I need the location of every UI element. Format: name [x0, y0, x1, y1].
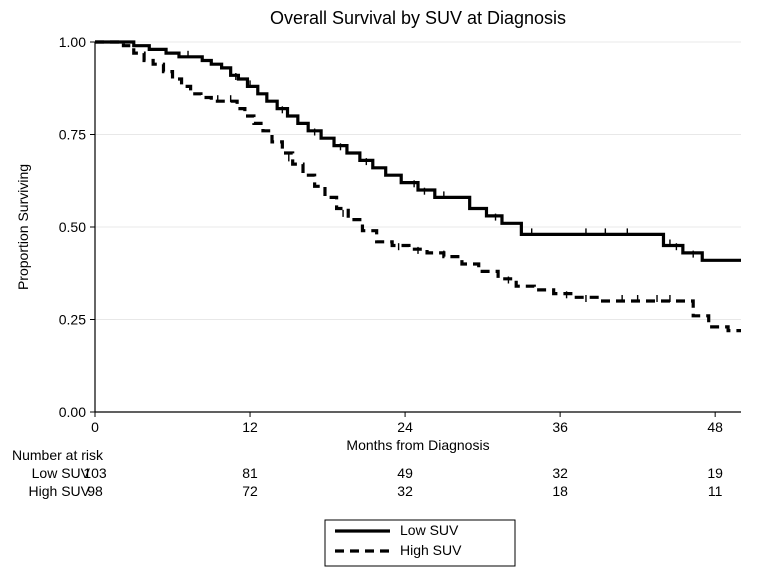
svg-text:Proportion Surviving: Proportion Surviving: [15, 164, 31, 290]
svg-text:Number at risk: Number at risk: [12, 447, 104, 463]
svg-text:High SUV: High SUV: [400, 542, 462, 558]
svg-text:98: 98: [87, 483, 103, 499]
svg-text:19: 19: [707, 465, 723, 481]
svg-text:0.00: 0.00: [59, 404, 86, 420]
svg-text:32: 32: [397, 483, 413, 499]
km-survival-chart: Overall Survival by SUV at Diagnosis 0.00…: [0, 0, 767, 574]
svg-text:49: 49: [397, 465, 413, 481]
svg-text:0.75: 0.75: [59, 127, 86, 143]
svg-text:0.25: 0.25: [59, 312, 86, 328]
svg-text:12: 12: [242, 419, 258, 435]
svg-text:0: 0: [91, 419, 99, 435]
svg-text:0.50: 0.50: [59, 219, 86, 235]
svg-text:72: 72: [242, 483, 258, 499]
svg-text:Low SUV: Low SUV: [32, 465, 91, 481]
svg-text:11: 11: [708, 483, 723, 499]
svg-text:High SUV: High SUV: [29, 483, 91, 499]
svg-text:Low SUV: Low SUV: [400, 522, 459, 538]
svg-text:1.00: 1.00: [59, 34, 86, 50]
svg-text:32: 32: [552, 465, 568, 481]
svg-text:Months from Diagnosis: Months from Diagnosis: [346, 437, 489, 453]
svg-text:103: 103: [83, 465, 107, 481]
svg-text:18: 18: [552, 483, 568, 499]
svg-text:81: 81: [242, 465, 258, 481]
svg-text:Overall Survival by SUV at Dia: Overall Survival by SUV at Diagnosis: [270, 8, 566, 28]
svg-text:48: 48: [707, 419, 723, 435]
svg-text:24: 24: [397, 419, 413, 435]
svg-text:36: 36: [552, 419, 568, 435]
